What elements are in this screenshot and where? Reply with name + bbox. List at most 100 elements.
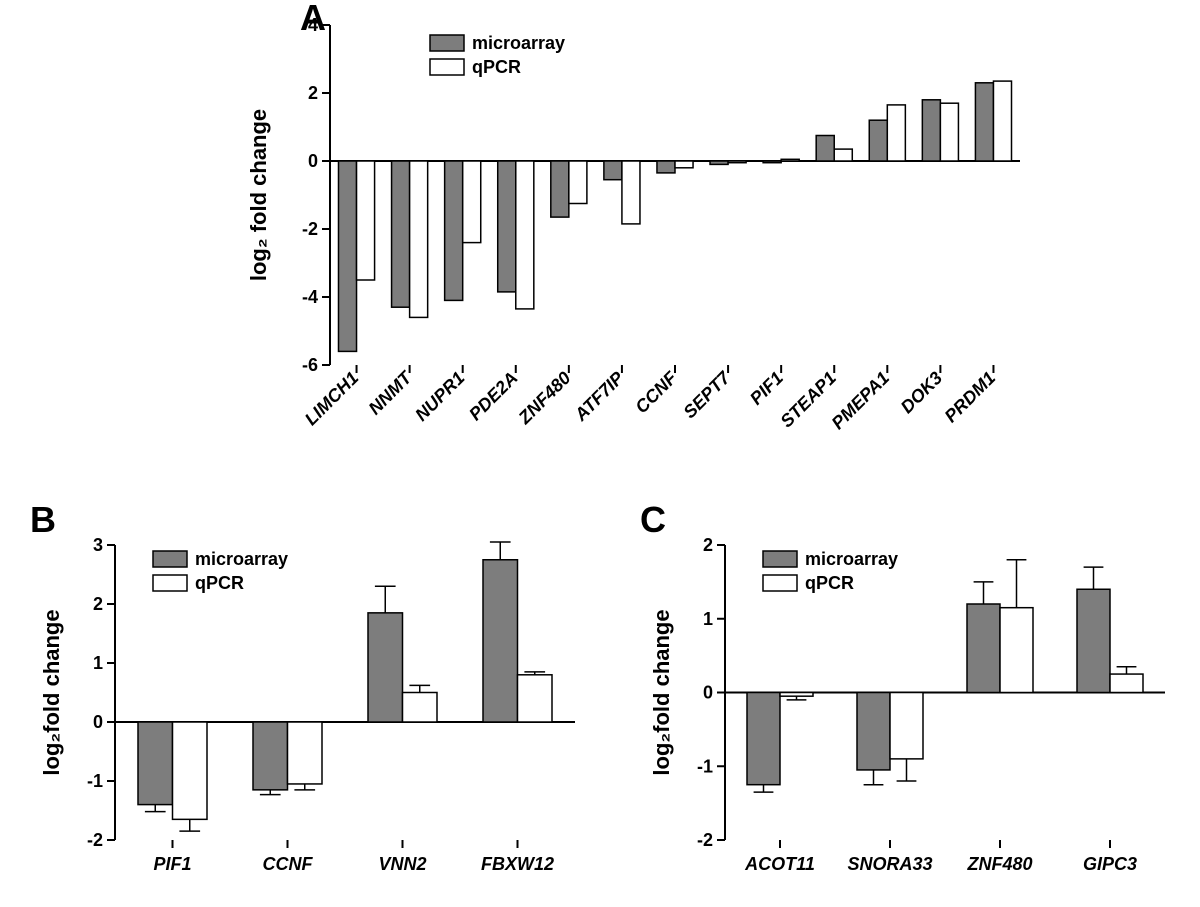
panel-a-category-label: PIF1: [746, 368, 787, 409]
panel-a-bar-qpcr: [569, 161, 587, 204]
panel-a-bar-microarray: [338, 161, 356, 351]
panel-c-bar-microarray: [1077, 589, 1110, 692]
panel-c-bar-microarray: [747, 693, 780, 785]
panel-b-bar-qpcr: [288, 722, 323, 784]
panel-b-ytick-label: -2: [87, 830, 103, 850]
panel-c-letter: C: [640, 499, 666, 540]
panel-c-ytick-label: -2: [697, 830, 713, 850]
panel-b-category-label: FBXW12: [481, 854, 554, 874]
panel-b-bar-qpcr: [518, 675, 553, 722]
panel-c-category-label: ACOT11: [744, 854, 815, 874]
panel-c-ytick-label: 0: [703, 683, 713, 703]
panel-b-ytick-label: 3: [93, 535, 103, 555]
panel-b: B -2 -1 0 1 2 3 log₂fold change PIF1 CCNF VNN2 FBXW…: [30, 499, 575, 874]
legend-swatch-qpcr: [153, 575, 187, 591]
panel-b-category-label: VNN2: [378, 854, 426, 874]
legend-swatch-microarray: [153, 551, 187, 567]
panel-a-bar-microarray: [551, 161, 569, 217]
panel-a-ytick-label: 4: [308, 15, 318, 35]
panel-a-ytick-label: 2: [308, 83, 318, 103]
panel-b-bar-microarray: [253, 722, 288, 790]
legend-swatch-microarray: [763, 551, 797, 567]
panel-c-category-label: GIPC3: [1083, 854, 1137, 874]
panel-a-bar-microarray: [922, 100, 940, 161]
panel-a-legend: microarrayqPCR: [430, 33, 565, 77]
legend-label-microarray: microarray: [805, 549, 898, 569]
panel-a-bar-microarray: [445, 161, 463, 300]
panel-b-ytick-label: 0: [93, 712, 103, 732]
panel-a-category-label: PRDM1: [941, 368, 1000, 427]
panel-a-category-label: PDE2A: [465, 368, 522, 425]
panel-c-bar-qpcr: [1000, 608, 1033, 693]
panel-b-bar-microarray: [138, 722, 173, 805]
panel-c-ytick-label: 1: [703, 609, 713, 629]
panel-a-bar-qpcr: [410, 161, 428, 317]
panel-a-bar-qpcr: [463, 161, 481, 243]
panel-a-bar-qpcr: [357, 161, 375, 280]
panel-a-category-label: LIMCH1: [301, 368, 363, 430]
legend-swatch-qpcr: [430, 59, 464, 75]
panel-a-ytick-label: 0: [308, 151, 318, 171]
panel-a-bar-qpcr: [834, 149, 852, 161]
panel-c-ytick-label: -1: [697, 756, 713, 776]
figure-root: A-6-4-2024log₂ fold changeLIMCH1NNMTNUPR…: [0, 0, 1200, 907]
panel-c-bar-qpcr: [1110, 674, 1143, 692]
panel-a-bar-microarray: [869, 120, 887, 161]
panel-a-bar-qpcr: [993, 81, 1011, 161]
panel-a-ytick-label: -2: [302, 219, 318, 239]
legend-label-qpcr: qPCR: [805, 573, 854, 593]
panel-b-bar-qpcr: [403, 693, 438, 723]
legend-label-qpcr: qPCR: [472, 57, 521, 77]
legend-label-microarray: microarray: [195, 549, 288, 569]
panel-a: A-6-4-2024log₂ fold changeLIMCH1NNMTNUPR…: [246, 0, 1020, 433]
panel-a-bar-qpcr: [940, 103, 958, 161]
panel-a-bar-microarray: [816, 136, 834, 162]
panel-a-bar-qpcr: [728, 161, 746, 163]
panel-c-category-label: SNORA33: [847, 854, 932, 874]
panel-a-bar-microarray: [975, 83, 993, 161]
panel-a-category-label: NNMT: [365, 366, 417, 418]
panel-a-bar-qpcr: [516, 161, 534, 309]
panel-a-ylabel: log₂ fold change: [246, 109, 271, 281]
panel-c-ylabel: log₂fold change: [649, 609, 674, 775]
panel-b-bar-microarray: [368, 613, 403, 722]
panel-a-bar-microarray: [392, 161, 410, 307]
panel-c-ytick-label: 2: [703, 535, 713, 555]
panel-a-bar-microarray: [604, 161, 622, 180]
legend-swatch-microarray: [430, 35, 464, 51]
panel-c-bar-microarray: [967, 604, 1000, 693]
panel-a-category-label: ATF7IP: [570, 367, 628, 425]
panel-a-bar-microarray: [498, 161, 516, 292]
panel-a-bar-qpcr: [675, 161, 693, 168]
panel-b-letter: B: [30, 499, 56, 540]
panel-a-bar-microarray: [657, 161, 675, 173]
panel-a-bar-qpcr: [622, 161, 640, 224]
panel-b-ylabel: log₂fold change: [39, 609, 64, 775]
legend-label-qpcr: qPCR: [195, 573, 244, 593]
panel-b-category-label: CCNF: [263, 854, 314, 874]
panel-a-category-label: ZNF480: [514, 368, 575, 429]
panel-c: C-2-1012log₂fold changeACOT11SNORA33ZNF4…: [640, 499, 1165, 874]
panel-a-category-label: DOK3: [897, 368, 947, 418]
panel-a-ytick-label: -6: [302, 355, 318, 375]
panel-a-category-label: PMEPA1: [828, 368, 894, 434]
panel-a-category-label: SEPT7: [679, 367, 734, 422]
panel-c-bar-qpcr: [780, 693, 813, 697]
panel-a-bar-qpcr: [781, 159, 799, 161]
panel-b-category-label: PIF1: [153, 854, 191, 874]
panel-a-bar-microarray: [710, 161, 728, 164]
panel-b-legend: microarray qPCR: [153, 549, 288, 593]
panel-c-bar-qpcr: [890, 693, 923, 759]
panel-b-ytick-label: 2: [93, 594, 103, 614]
panel-b-ytick-label: -1: [87, 771, 103, 791]
panel-a-bar-qpcr: [887, 105, 905, 161]
panel-a-bar-microarray: [763, 161, 781, 163]
panel-a-category-label: CCNF: [631, 367, 681, 417]
panel-b-bar-microarray: [483, 560, 518, 722]
panel-b-bar-qpcr: [173, 722, 208, 819]
panel-a-category-label: NUPR1: [411, 368, 468, 425]
legend-swatch-qpcr: [763, 575, 797, 591]
panel-c-legend: microarray qPCR: [763, 549, 898, 593]
panel-c-bar-microarray: [857, 693, 890, 770]
panel-b-ytick-label: 1: [93, 653, 103, 673]
